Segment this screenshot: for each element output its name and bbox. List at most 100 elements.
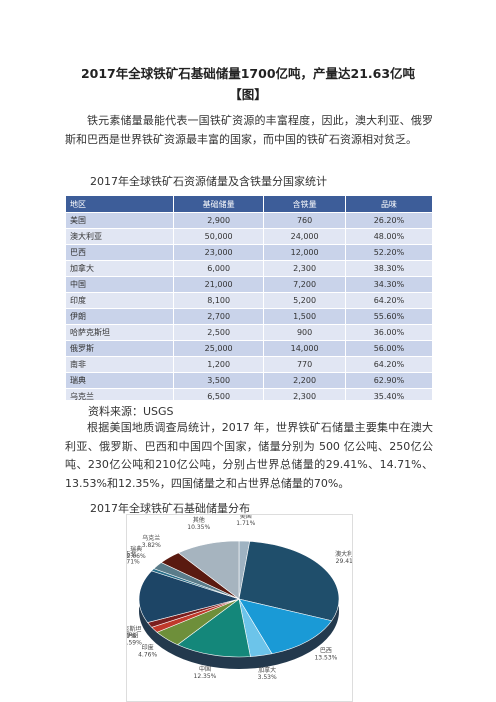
slice-label: 澳大利亚 [335, 550, 353, 558]
slice-label: 加拿大 [258, 666, 276, 674]
table-cell: 64.20% [344, 292, 433, 309]
table-cell: 23,000 [172, 244, 265, 261]
table-cell: 6,000 [172, 260, 265, 277]
table-cell: 55.60% [344, 308, 433, 325]
paragraph: 铁元素储量最能代表一国铁矿资源的丰富程度，因此，澳大利亚、俄罗斯和巴西是世界铁矿… [65, 114, 433, 146]
slice-value-label: 12.35% [194, 673, 217, 680]
doc-title-suffix: 【图】 [229, 87, 267, 102]
table-cell: 1,200 [172, 356, 265, 373]
table-cell: 巴西 [65, 244, 174, 261]
slice-value-label: 3.53% [258, 674, 277, 681]
slice-value-label: 3.82% [142, 542, 161, 549]
table-cell: 2,900 [172, 212, 265, 229]
table-row: 俄罗斯 25,000 14,000 56.00% [65, 340, 433, 357]
slice-value-label: 1.59% [126, 639, 142, 646]
table-row: 加拿大 6,000 2,300 38.30% [65, 260, 433, 277]
table-cell: 2,500 [172, 324, 265, 341]
table-cell: 2,300 [263, 260, 346, 277]
table-cell: 50,000 [172, 228, 265, 245]
table-cell: 2,700 [172, 308, 265, 325]
table-cell: 印度 [65, 292, 174, 309]
slice-value-label: 1.71% [236, 520, 255, 527]
table-cell: 38.30% [344, 260, 433, 277]
table-cell: 48.00% [344, 228, 433, 245]
table-cell: 俄罗斯 [65, 340, 174, 357]
table-row: 哈萨克斯坦 2,500 900 36.00% [65, 324, 433, 341]
slice-value-label: 2.06% [127, 553, 146, 560]
table-cell: 62.90% [344, 372, 433, 389]
table-cell: 21,000 [172, 276, 265, 293]
table-cell: 900 [263, 324, 346, 341]
slice-value-label: 4.76% [138, 652, 157, 659]
slice-value-label: 0.71% [126, 559, 140, 566]
pie-slice [138, 570, 241, 623]
table-row: 伊朗 2,700 1,500 55.60% [65, 308, 433, 325]
table-cell: 2,200 [263, 372, 346, 389]
table-cell: 760 [263, 212, 346, 229]
slice-label: 其他 [193, 516, 205, 524]
slice-label: 瑞典 [130, 545, 142, 553]
table-row: 印度 8,100 5,200 64.20% [65, 292, 433, 309]
pie-slice [177, 540, 240, 600]
table-cell: 26.20% [344, 212, 433, 229]
table-cell: 34.30% [344, 276, 433, 293]
table-cell: 24,000 [263, 228, 346, 245]
table-row: 乌克兰 6,500 2,300 35.40% [65, 388, 433, 400]
slice-value-label: 13.53% [314, 654, 337, 661]
table-cell: 加拿大 [65, 260, 174, 277]
paragraph: 根据美国地质调查局统计，2017 年，世界铁矿石储量主要集中在澳大利亚、俄罗斯、… [65, 421, 433, 490]
table-cell: 南非 [65, 356, 174, 373]
table-cell: 770 [263, 356, 346, 373]
table-cell: 36.00% [344, 324, 433, 341]
table-cell: 2,300 [263, 388, 346, 400]
table-cell: 7,200 [263, 276, 346, 293]
table-cell: 瑞典 [65, 372, 174, 389]
table-cell: 14,000 [263, 340, 346, 357]
table-caption: 2017年全球铁矿石资源储量及含铁量分国家统计 [90, 175, 327, 188]
slice-label: 乌克兰 [142, 534, 160, 542]
table-cell: 澳大利亚 [65, 228, 174, 245]
pie-slice [238, 598, 333, 655]
slice-value-label: 10.35% [187, 524, 210, 531]
slice-label: 哈萨克斯坦 [126, 625, 141, 633]
table-cell: 64.20% [344, 356, 433, 373]
table-row: 巴西 23,000 12,000 52.20% [65, 244, 433, 261]
table-cell: 哈萨克斯坦 [65, 324, 174, 341]
table-row: 南非 1,200 770 64.20% [65, 356, 433, 373]
table-cell: 乌克兰 [65, 388, 174, 400]
table-cell: 35.40% [344, 388, 433, 400]
table-cell: 5,200 [263, 292, 346, 309]
table-cell: 含铁量 [263, 195, 346, 213]
slice-value-label: 29.41% [336, 558, 353, 565]
source: 资料来源：USGS [88, 405, 174, 418]
table: 地区 基础储量 含铁量 品味 美国 2,900 760 26.20% 澳大利亚 50,000 24,… [65, 195, 433, 400]
table-cell: 52.20% [344, 244, 433, 261]
slice-label: 南非 [126, 551, 136, 559]
chart-caption: 2017年全球铁矿石基础储量分布 [90, 502, 250, 515]
table-cell: 12,000 [263, 244, 346, 261]
table-cell: 地区 [65, 195, 174, 213]
doc-title: 2017年全球铁矿石基础储量1700亿吨，产量达21.63亿吨 [80, 66, 416, 81]
table-row: 地区 基础储量 含铁量 品味 [65, 195, 433, 213]
table-cell: 25,000 [172, 340, 265, 357]
table-cell: 8,100 [172, 292, 265, 309]
table-cell: 6,500 [172, 388, 265, 400]
slice-label: 美国 [240, 514, 252, 520]
table-row: 中国 21,000 7,200 34.30% [65, 276, 433, 293]
table-cell: 品味 [344, 195, 433, 213]
table-wrap: 地区 基础储量 含铁量 品味 美国 2,900 760 26.20% 澳大利亚 50,000 24,… [65, 195, 433, 400]
slice-label: 中国 [199, 665, 211, 673]
table-row: 美国 2,900 760 26.20% [65, 212, 433, 229]
table-cell: 中国 [65, 276, 174, 293]
slice-label: 伊朗 [126, 631, 138, 639]
table-cell: 基础储量 [172, 195, 265, 213]
table-cell: 56.00% [344, 340, 433, 357]
pie-slice [238, 541, 340, 622]
table-cell: 美国 [65, 212, 174, 229]
slice-label: 巴西 [320, 647, 332, 654]
slice-label: 印度 [142, 644, 154, 652]
table-cell: 1,500 [263, 308, 346, 325]
pie-slice [176, 598, 251, 658]
